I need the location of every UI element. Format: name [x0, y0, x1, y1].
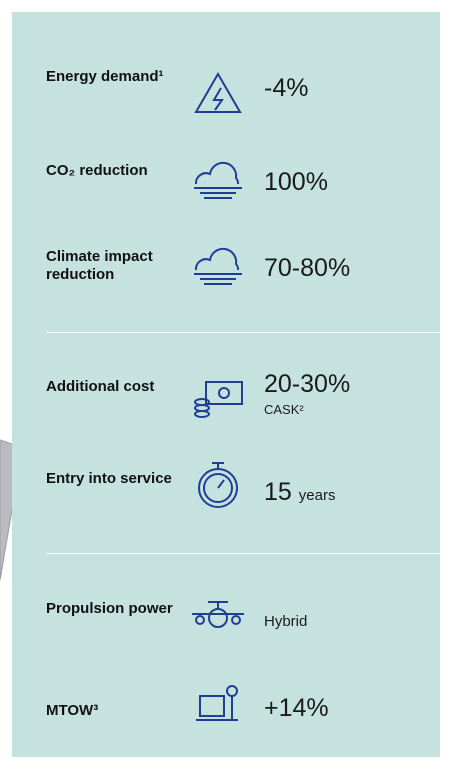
- row-label: Propulsion power: [46, 600, 181, 618]
- row-value: -4%: [264, 74, 308, 103]
- row-note: CASK²: [264, 402, 304, 417]
- row-label: Entry into service: [46, 470, 181, 488]
- row-value: 20-30%: [264, 370, 350, 399]
- row-value: +14%: [264, 694, 329, 723]
- value-unit: years: [299, 487, 336, 504]
- value-number: 15: [264, 478, 292, 506]
- cloud-icon: [188, 244, 248, 288]
- row-value: 100%: [264, 168, 328, 197]
- weight-icon: [188, 682, 248, 726]
- row-label: CO₂ reduction: [46, 162, 181, 180]
- page: {"rows": [ {"label": "Energy demand¹", "…: [0, 0, 451, 771]
- row-label: Climate impact reduction: [46, 248, 181, 284]
- row-value: 15 years: [264, 478, 335, 507]
- timer-icon: [188, 460, 248, 510]
- row-label: MTOW³: [46, 702, 181, 720]
- cost-icon: [188, 376, 248, 420]
- row-value: 70-80%: [264, 254, 350, 283]
- cloud-icon: [188, 158, 248, 202]
- info-panel: Energy demand¹ -4% CO₂ reduction 100% Cl…: [12, 12, 440, 757]
- row-value: Hybrid: [264, 613, 307, 630]
- energy-icon: [188, 70, 248, 114]
- divider: [46, 553, 440, 554]
- row-label: Additional cost: [46, 378, 181, 396]
- row-label: Energy demand¹: [46, 68, 181, 86]
- divider: [46, 332, 440, 333]
- propulsion-icon: [188, 598, 248, 642]
